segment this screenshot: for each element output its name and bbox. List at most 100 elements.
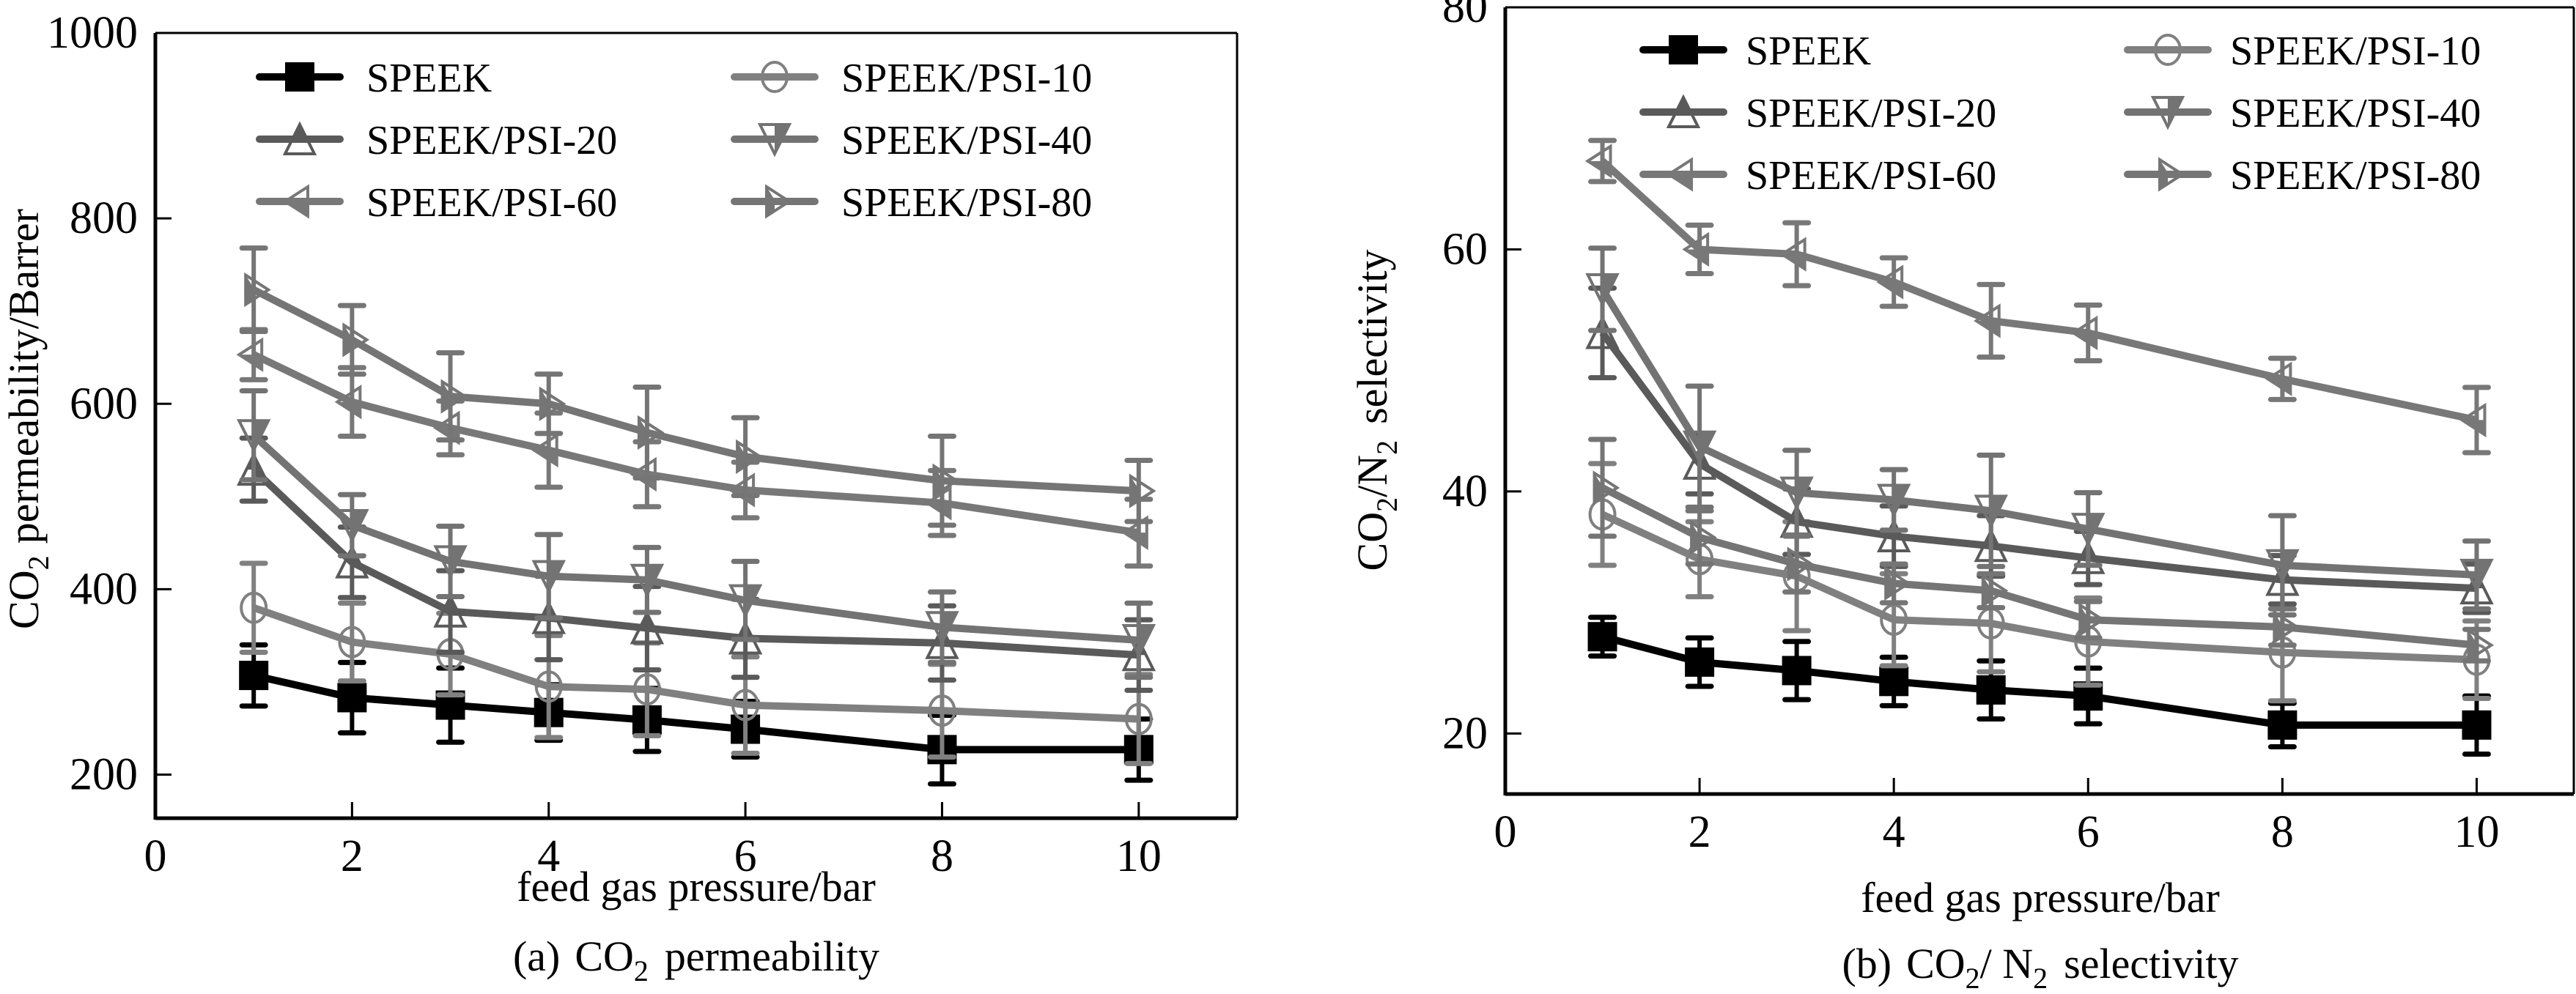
legend-item: SPEEK/PSI-60 bbox=[1639, 153, 1996, 199]
legend-item: SPEEK/PSI-20 bbox=[1639, 91, 1996, 136]
triangle-down-marker-fill bbox=[254, 420, 269, 450]
x-axis-label: feed gas pressure/bar bbox=[517, 863, 876, 910]
square-marker bbox=[285, 62, 314, 92]
circle-marker bbox=[928, 694, 956, 727]
series-line bbox=[253, 672, 1139, 754]
triangle-up-marker-fill bbox=[292, 125, 307, 139]
legend-item: SPEEK/PSI-80 bbox=[731, 180, 1092, 226]
legend-item: SPEEK/PSI-10 bbox=[2124, 29, 2481, 74]
circle-marker bbox=[1124, 702, 1153, 735]
triangle-right-marker-fill bbox=[1594, 472, 1603, 502]
triangle-left-marker-fill bbox=[1976, 320, 1999, 335]
series-speek-psi-60 bbox=[1584, 138, 2491, 456]
triangle-right-marker-fill bbox=[540, 389, 549, 419]
x-tick-label: 0 bbox=[144, 831, 167, 881]
x-tick-label: 8 bbox=[931, 831, 953, 881]
caption-subscript: 2 bbox=[634, 954, 649, 987]
triangle-left-marker-fill bbox=[1879, 282, 1903, 297]
y-tick-label: 400 bbox=[70, 564, 138, 614]
circle-marker bbox=[731, 689, 760, 722]
legend-item: SPEEK/PSI-40 bbox=[731, 118, 1092, 163]
y-tick-label: 200 bbox=[70, 750, 138, 800]
x-tick-label: 4 bbox=[537, 831, 560, 881]
y-tick-label: 600 bbox=[70, 379, 138, 429]
y-tick-label: 80 bbox=[1442, 0, 1488, 32]
caption-prefix: (a) bbox=[513, 932, 560, 980]
triangle-down-marker-fill bbox=[1138, 625, 1154, 655]
series-line bbox=[1599, 287, 2477, 579]
triangle-right-marker-fill bbox=[767, 187, 775, 216]
triangle-left-marker-fill bbox=[1123, 533, 1147, 548]
chart-panel-selectivity: 20 40 60 80 0 2 4 6 8 10 SPEEK SPEEK/PSI-10 SPEEK/PS… bbox=[1348, 0, 2575, 994]
series-line bbox=[251, 286, 1140, 495]
circle-marker bbox=[761, 61, 789, 93]
legend-label: SPEEK/PSI-10 bbox=[2230, 29, 2481, 74]
triangle-down-marker-fill bbox=[1796, 478, 1812, 508]
triangle-down-marker-fill bbox=[646, 565, 662, 595]
series-line bbox=[1600, 158, 2478, 424]
x-tick-label: 10 bbox=[1116, 831, 1162, 881]
triangle-down-marker-fill bbox=[548, 561, 564, 591]
y-tick-label: 60 bbox=[1442, 224, 1488, 274]
figure-caption-a: (a) CO2 permeability bbox=[513, 932, 879, 987]
series-line bbox=[1599, 330, 2477, 593]
y-axis-label-rest: permeability/Barrer bbox=[0, 209, 48, 544]
circle-marker bbox=[534, 670, 563, 703]
triangle-down-marker-fill bbox=[2282, 550, 2298, 580]
legend-label: SPEEK/PSI-60 bbox=[1746, 153, 1996, 199]
legend-label: SPEEK bbox=[1746, 29, 1871, 74]
series-line bbox=[252, 351, 1140, 537]
triangle-down-marker-fill bbox=[352, 511, 367, 541]
square-marker bbox=[1587, 622, 1617, 652]
caption-main: CO bbox=[575, 932, 634, 980]
y-axis-label-subscript: 2 bbox=[22, 555, 55, 570]
legend-item: SPEEK/PSI-80 bbox=[2124, 153, 2481, 199]
triangle-down-marker-fill bbox=[450, 546, 465, 576]
y-axis-label-subscript-2: 2 bbox=[1370, 440, 1403, 455]
triangle-right-marker-fill bbox=[2160, 160, 2168, 189]
series-speek-psi-40 bbox=[236, 388, 1156, 680]
triangle-right-marker-fill bbox=[638, 418, 647, 448]
plot-area: 20 40 60 80 0 2 4 6 8 10 SPEEK SPEEK/PSI-10 SPEEK/PS… bbox=[1442, 0, 2575, 857]
series-line bbox=[251, 432, 1140, 644]
square-marker bbox=[239, 661, 269, 691]
triangle-down-marker-fill bbox=[1990, 496, 2006, 526]
square-marker bbox=[1685, 647, 1715, 677]
triangle-right-marker-fill bbox=[246, 275, 254, 305]
x-tick-label: 6 bbox=[2077, 807, 2100, 857]
triangle-down-marker-fill bbox=[1602, 274, 1617, 304]
y-axis-label-main: CO bbox=[0, 570, 48, 629]
series-line bbox=[251, 467, 1140, 659]
x-tick-label: 10 bbox=[2454, 807, 2499, 857]
figure-caption-b: (b) CO2/ N2 selectivity bbox=[1842, 940, 2238, 994]
legend-label: SPEEK/PSI-20 bbox=[366, 118, 617, 163]
triangle-left-marker-fill bbox=[2267, 379, 2291, 394]
y-axis-label-rest: selectivity bbox=[1348, 250, 1396, 424]
triangle-left-marker-fill bbox=[239, 355, 262, 370]
square-marker bbox=[337, 683, 367, 713]
triangle-right-marker-fill bbox=[1788, 549, 1797, 579]
triangle-down-marker-fill bbox=[942, 612, 957, 642]
triangle-down-marker-fill bbox=[2168, 97, 2182, 127]
legend-label: SPEEK/PSI-80 bbox=[2230, 153, 2481, 199]
legend-label: SPEEK/PSI-10 bbox=[841, 56, 1092, 101]
x-axis-label: feed gas pressure/bar bbox=[1861, 874, 2220, 921]
series-line bbox=[1601, 633, 2477, 729]
caption-rest: selectivity bbox=[2064, 940, 2238, 987]
legend-label: SPEEK/PSI-40 bbox=[841, 118, 1092, 163]
triangle-up-marker-fill bbox=[443, 596, 458, 612]
series-speek-psi-10 bbox=[239, 560, 1154, 766]
x-tick-label: 2 bbox=[341, 831, 363, 881]
triangle-up-marker-fill bbox=[639, 613, 654, 628]
series-speek-psi-40 bbox=[1585, 245, 2494, 617]
triangle-left-marker-fill bbox=[534, 450, 557, 465]
x-tick-label: 8 bbox=[2271, 807, 2294, 857]
y-tick-label: 20 bbox=[1442, 708, 1488, 758]
triangle-right-marker-fill bbox=[2274, 612, 2283, 642]
triangle-down-marker-fill bbox=[775, 125, 789, 154]
x-tick-label: 4 bbox=[1883, 807, 1905, 857]
legend-item: SPEEK/PSI-20 bbox=[256, 118, 617, 163]
y-axis-label-subscript: 2 bbox=[1370, 497, 1403, 512]
circle-marker bbox=[2154, 34, 2182, 66]
